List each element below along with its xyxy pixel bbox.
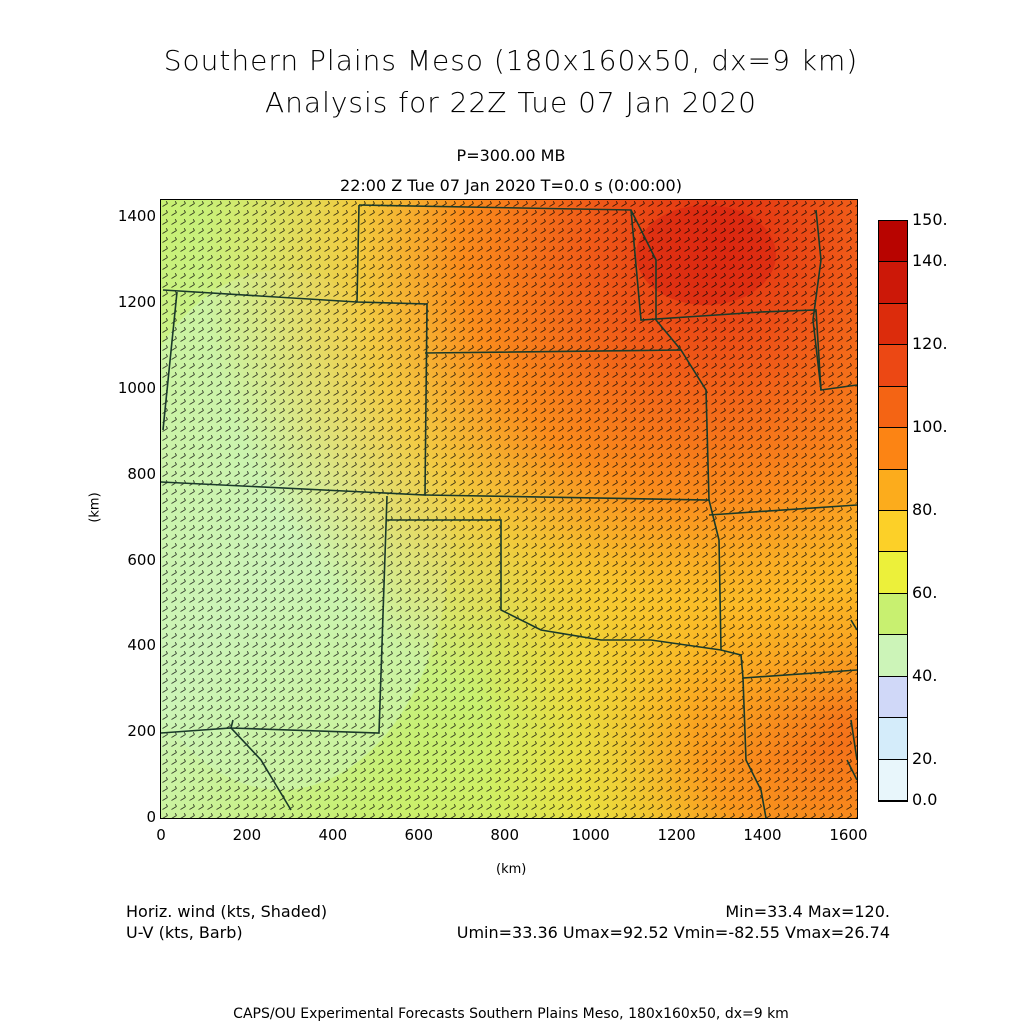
- border-kansas: [424, 349, 710, 501]
- colorbar-segment: [879, 759, 907, 801]
- border-mississippi-river: [846, 619, 857, 781]
- valid-time: 22:00 Z Tue 07 Jan 2020 T=0.0 s (0:00:00…: [340, 176, 682, 195]
- shaded-field-label: Horiz. wind (kts, Shaded): [126, 902, 328, 921]
- y-tick-label: 1400: [117, 207, 156, 226]
- field-min-max: Min=33.4 Max=120.: [725, 902, 890, 921]
- colorbar-segment: [879, 718, 907, 760]
- border-iowa-missouri: [630, 209, 857, 391]
- x-tick-label: 800: [490, 826, 520, 844]
- colorbar-label: 140.: [912, 251, 948, 271]
- border-illinois: [812, 209, 822, 391]
- y-tick-label: 800: [127, 464, 156, 483]
- border-new-mexico: [229, 495, 388, 734]
- pressure-level: P=300.00 MB: [456, 146, 566, 165]
- border-wyoming-colorado: [162, 289, 358, 303]
- map-subtitle: Analysis for 22Z Tue 07 Jan 2020: [265, 86, 757, 119]
- x-tick-label: 400: [318, 826, 348, 844]
- x-axis-unit: (km): [496, 862, 527, 877]
- colorbar-segment: [879, 262, 907, 304]
- colorbar-label: 100.: [912, 417, 948, 437]
- y-tick-label: 1000: [117, 378, 156, 397]
- map-title: Southern Plains Meso (180x160x50, dx=9 k…: [163, 44, 859, 77]
- y-axis-unit: (km): [87, 492, 103, 523]
- vector-field-label: U-V (kts, Barb): [126, 923, 243, 942]
- uv-statistics: Umin=33.36 Umax=92.52 Vmin=-82.55 Vmax=2…: [456, 923, 890, 942]
- y-tick-label: 400: [127, 636, 156, 655]
- colorbar-label: 120.: [912, 334, 948, 354]
- colorbar-label: 150.: [912, 210, 948, 229]
- colorbar-segment: [879, 511, 907, 553]
- colorbar-label: 0.0: [912, 790, 938, 809]
- y-tick-label: 1200: [117, 293, 156, 311]
- border-arkansas-louisiana: [720, 649, 857, 679]
- wind-barbs: [161, 200, 857, 818]
- x-tick-label: 1400: [743, 826, 782, 844]
- x-tick-label: 0: [156, 826, 166, 844]
- plot-frame: [160, 199, 858, 819]
- state-borders: [161, 204, 857, 818]
- border-utah: [162, 291, 178, 431]
- colorbar-segment: [879, 303, 907, 346]
- colorbar-segment: [879, 593, 907, 636]
- x-tick-label: 1600: [829, 826, 868, 844]
- y-tick-label: 0: [146, 808, 156, 826]
- colorbar-segment: [879, 386, 907, 429]
- border-nebraska: [358, 204, 682, 351]
- border-texas-louisiana: [742, 677, 767, 818]
- x-tick-label: 1000: [571, 826, 610, 844]
- colorbar-label: 40.: [912, 665, 938, 685]
- border-arkansas-north: [708, 504, 857, 516]
- colorbar-label: 20.: [912, 748, 938, 768]
- y-tick-label: 200: [127, 722, 156, 741]
- colorbar-segment: [879, 552, 907, 594]
- border-oklahoma-texas: [387, 499, 722, 651]
- colorbar-label: 80.: [912, 500, 938, 519]
- wind-map: [161, 200, 857, 818]
- map-plot-area: [161, 200, 857, 818]
- y-tick-label: 600: [127, 550, 156, 569]
- colorbar-segment: [879, 676, 907, 719]
- colorbar-segment: [879, 635, 907, 677]
- border-colorado: [161, 204, 428, 496]
- colorbar-segment: [879, 469, 907, 511]
- colorbar-segment: [879, 428, 907, 470]
- colorbar-label: 60.: [912, 582, 938, 602]
- x-tick-label: 200: [232, 826, 262, 844]
- x-tick-label: 600: [404, 826, 434, 844]
- colorbar-segment: [879, 345, 907, 387]
- colorbar: [878, 220, 908, 802]
- border-mexico: [161, 727, 292, 811]
- footer-credit: CAPS/OU Experimental Forecasts Southern …: [233, 1006, 789, 1022]
- colorbar-segment: [879, 221, 907, 263]
- x-tick-label: 1200: [657, 826, 696, 844]
